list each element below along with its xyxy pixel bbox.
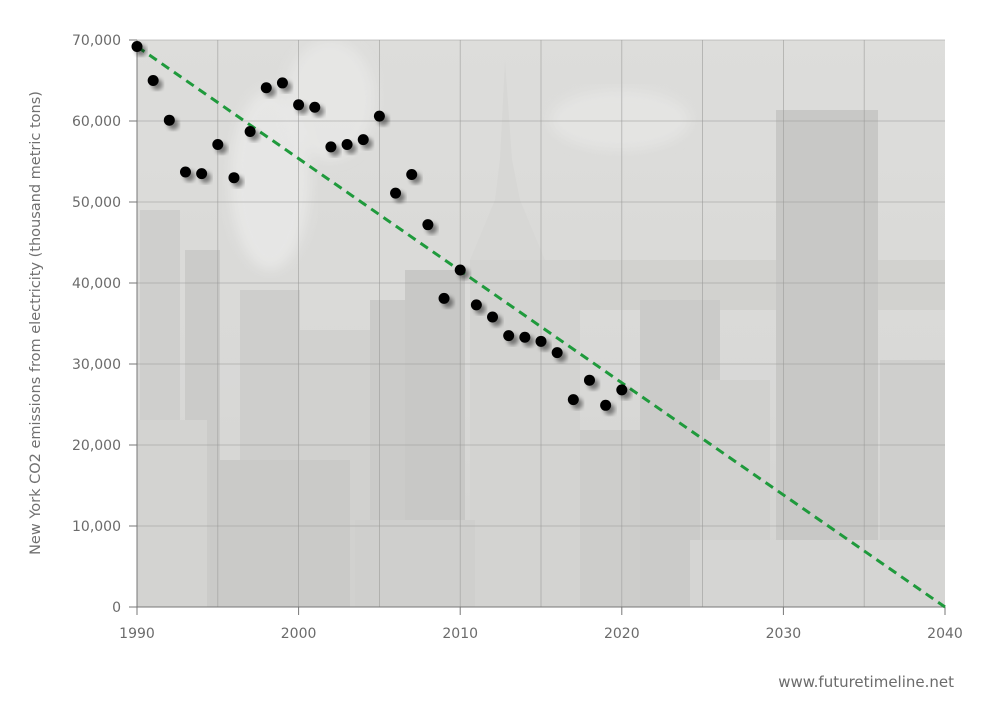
data-point bbox=[503, 330, 515, 342]
data-point bbox=[196, 168, 208, 180]
axes bbox=[129, 39, 946, 615]
data-point bbox=[438, 292, 450, 304]
website-credit: www.futuretimeline.net bbox=[778, 673, 954, 691]
x-tick-label: 2010 bbox=[442, 626, 478, 642]
data-point bbox=[131, 40, 143, 52]
data-point bbox=[325, 141, 337, 153]
y-tick-label: 20,000 bbox=[72, 438, 121, 454]
data-point bbox=[276, 77, 288, 89]
x-tick-label: 2030 bbox=[766, 626, 802, 642]
data-point bbox=[260, 82, 272, 94]
data-point bbox=[212, 138, 224, 150]
y-tick-label: 60,000 bbox=[72, 114, 121, 130]
data-point bbox=[519, 331, 531, 343]
data-point bbox=[390, 187, 402, 199]
y-tick-label: 10,000 bbox=[72, 519, 121, 535]
tick-labels: 0 10,000 20,000 30,000 40,000 50,000 60,000 70,… bbox=[72, 33, 963, 642]
data-point bbox=[600, 399, 612, 411]
y-tick-label: 30,000 bbox=[72, 357, 121, 373]
x-tick-label: 2020 bbox=[604, 626, 640, 642]
y-tick-label: 70,000 bbox=[72, 33, 121, 49]
data-point bbox=[341, 138, 353, 150]
data-point bbox=[567, 394, 579, 406]
data-point bbox=[616, 384, 628, 396]
data-point bbox=[406, 168, 418, 180]
data-point bbox=[179, 166, 191, 178]
data-point bbox=[147, 75, 159, 86]
x-tick-label: 2000 bbox=[281, 626, 317, 642]
points-group bbox=[131, 40, 628, 411]
data-point bbox=[357, 134, 369, 146]
data-point bbox=[228, 172, 240, 184]
data-point bbox=[293, 99, 305, 111]
data-point bbox=[454, 264, 466, 276]
data-point bbox=[470, 299, 482, 311]
data-point bbox=[422, 219, 434, 231]
data-point bbox=[551, 347, 563, 359]
data-point bbox=[163, 114, 175, 126]
y-tick-label: 0 bbox=[112, 600, 121, 616]
x-tick-label: 1990 bbox=[119, 626, 155, 642]
y-tick-label: 40,000 bbox=[72, 276, 121, 292]
data-point bbox=[309, 101, 321, 113]
data-point bbox=[487, 311, 499, 323]
data-point bbox=[244, 126, 256, 138]
y-axis-label: New York CO2 emissions from electricity … bbox=[28, 91, 44, 555]
data-point bbox=[583, 374, 595, 386]
data-point bbox=[373, 110, 385, 122]
data-point bbox=[535, 335, 547, 347]
y-tick-label: 50,000 bbox=[72, 195, 121, 211]
x-tick-label: 2040 bbox=[927, 626, 963, 642]
grid-lines bbox=[137, 39, 945, 607]
